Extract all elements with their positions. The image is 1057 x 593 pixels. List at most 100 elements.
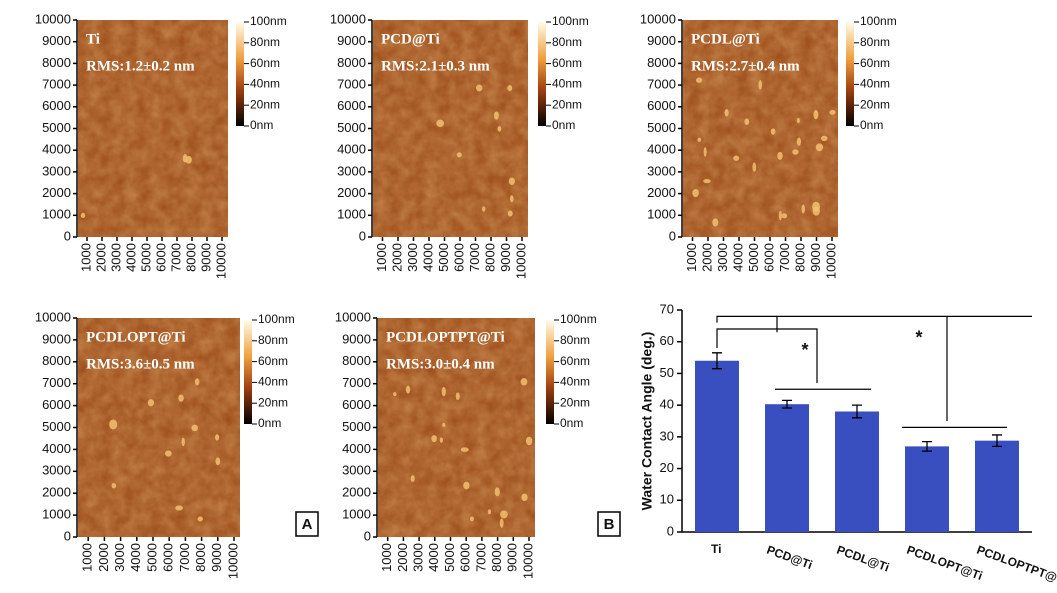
colorbar-label: 60nm xyxy=(250,56,280,70)
rms-label: RMS:2.1±0.3 nm xyxy=(381,58,490,74)
afm-feature xyxy=(704,147,707,156)
afm-feature xyxy=(797,118,800,123)
afm-feature xyxy=(712,218,718,226)
afm-feature xyxy=(498,126,502,132)
y-tick-label: 3000 xyxy=(42,463,71,478)
x-tick-label: 9000 xyxy=(209,543,224,572)
colorbar-label: 20nm xyxy=(860,97,890,111)
x-tick-label: 4000 xyxy=(128,543,143,572)
x-tick-label: 2000 xyxy=(699,243,714,272)
x-tick-label: 8000 xyxy=(489,543,504,572)
afm-feature xyxy=(195,378,199,385)
image-label: PCD@Ti xyxy=(381,31,440,47)
x-tick-label: 2000 xyxy=(395,543,410,572)
x-tick-label: 6000 xyxy=(153,243,168,272)
y-tick-label: 50 xyxy=(660,365,674,380)
y-tick-label: 7000 xyxy=(42,77,71,92)
significance-marker: * xyxy=(915,327,922,347)
afm-feature xyxy=(470,517,474,522)
y-tick-label: 4000 xyxy=(647,142,676,157)
afm-feature xyxy=(508,211,513,217)
y-tick-label: 5000 xyxy=(342,419,371,434)
afm-feature xyxy=(821,136,828,142)
colorbar-label: 80nm xyxy=(258,333,288,347)
y-tick-label: 4000 xyxy=(342,441,371,456)
y-tick-label: 6000 xyxy=(647,98,676,113)
afm-feature xyxy=(442,423,445,427)
afm-feature xyxy=(526,437,532,446)
x-tick-label: 5000 xyxy=(436,243,451,272)
bar xyxy=(905,446,949,532)
colorbar-label: 60nm xyxy=(258,354,288,368)
x-tick-label: 9000 xyxy=(198,243,213,272)
colorbar xyxy=(236,22,244,126)
x-tick-label: 5000 xyxy=(138,243,153,272)
afm-feature xyxy=(411,475,415,482)
y-tick-label: 7000 xyxy=(42,375,71,390)
y-tick-label: 40 xyxy=(660,397,674,412)
y-tick-label: 5000 xyxy=(42,120,71,135)
colorbar xyxy=(538,22,546,126)
afm-feature xyxy=(703,179,710,183)
y-tick-label: 10000 xyxy=(335,309,371,324)
afm-feature xyxy=(215,457,220,465)
afm-feature xyxy=(440,437,443,442)
afm-feature xyxy=(521,378,528,386)
image-label: PCDL@Ti xyxy=(691,31,760,47)
afm-feature xyxy=(801,205,805,214)
x-tick-label: 1000 xyxy=(379,543,394,572)
afm-feature xyxy=(752,162,756,172)
colorbar-label: 60nm xyxy=(560,354,590,368)
image-label: Ti xyxy=(86,31,100,47)
colorbar-label: 40nm xyxy=(860,77,890,91)
afm-feature xyxy=(198,516,203,521)
y-tick-label: 7000 xyxy=(647,77,676,92)
x-tick-label: 6000 xyxy=(451,243,466,272)
x-tick-label: 3000 xyxy=(715,243,730,272)
y-tick-label: 2000 xyxy=(42,185,71,200)
colorbar-label: 0nm xyxy=(250,118,273,132)
colorbar-label: 20nm xyxy=(552,97,582,111)
afm-feature xyxy=(797,137,801,145)
afm-feature xyxy=(165,450,172,456)
y-tick-label: 2000 xyxy=(337,185,366,200)
afm-feature xyxy=(406,386,410,394)
y-tick-label: 2000 xyxy=(342,485,371,500)
y-tick-label: 8000 xyxy=(647,55,676,70)
afm-feature xyxy=(431,435,436,442)
colorbar-label: 0nm xyxy=(860,118,883,132)
y-tick-label: 10 xyxy=(660,492,674,507)
x-tick-label: 3000 xyxy=(112,543,127,572)
y-tick-label: 2000 xyxy=(42,485,71,500)
y-tick-label: 6000 xyxy=(42,98,71,113)
colorbar xyxy=(846,22,854,126)
colorbar xyxy=(244,320,252,424)
y-tick-label: 1000 xyxy=(42,207,71,222)
afm-feature xyxy=(509,177,515,184)
afm-feature xyxy=(178,395,183,402)
y-tick-label: 9000 xyxy=(342,331,371,346)
colorbar-label: 40nm xyxy=(552,77,582,91)
x-tick-label: 6000 xyxy=(761,243,776,272)
afm-feature xyxy=(488,509,491,514)
bar xyxy=(695,361,739,532)
y-tick-label: 10000 xyxy=(35,11,71,26)
y-tick-label: 60 xyxy=(660,333,674,348)
y-tick-label: 30 xyxy=(660,428,674,443)
x-tick-label: PCDLOPTPT@Ti xyxy=(975,543,1057,589)
x-tick-label: 9000 xyxy=(505,543,520,572)
figure: A B TiRMS:1.2±0.2 nm01000200030004000500… xyxy=(0,0,1057,593)
afm-feature xyxy=(779,211,782,220)
afm-feature xyxy=(175,505,183,510)
y-tick-label: 1000 xyxy=(342,507,371,522)
colorbar-label: 60nm xyxy=(860,56,890,70)
afm-feature xyxy=(758,80,762,90)
colorbar-label: 0nm xyxy=(552,118,575,132)
afm-feature xyxy=(215,434,219,440)
afm-feature xyxy=(692,189,699,197)
afm-feature xyxy=(191,425,198,432)
x-tick-label: 6000 xyxy=(161,543,176,572)
afm-feature xyxy=(697,138,701,142)
significance-marker: * xyxy=(801,340,808,360)
y-tick-label: 0 xyxy=(364,528,371,543)
